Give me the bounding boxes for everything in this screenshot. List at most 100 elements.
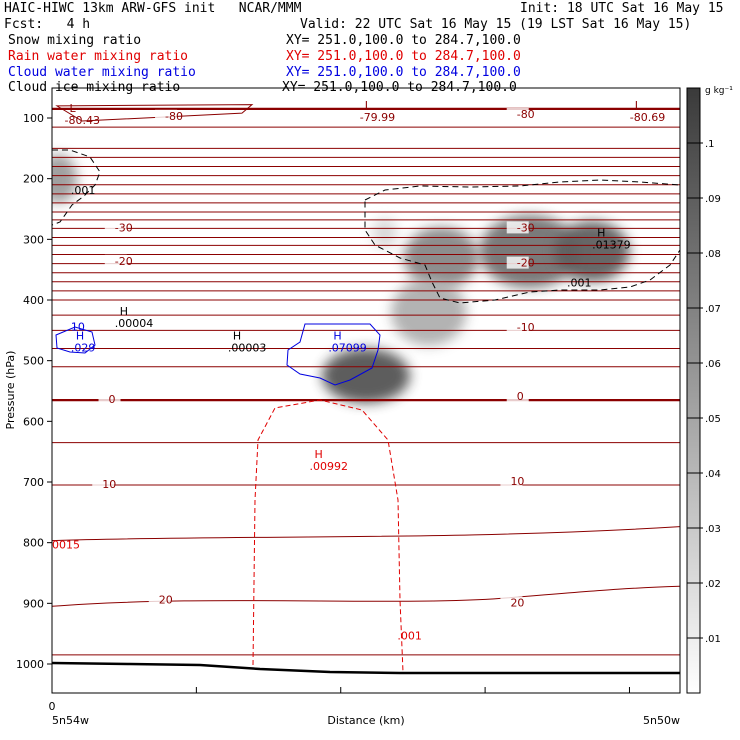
shading-blob	[372, 218, 398, 249]
contour-value-label: .001	[71, 184, 96, 197]
extremum-value: -79.99	[360, 111, 395, 124]
ground-surface	[52, 661, 680, 675]
extremum-value: -80.69	[630, 111, 665, 124]
colorbar-level-label: .01	[705, 634, 721, 645]
colorbar-unit: g kg⁻¹	[705, 86, 733, 96]
y-tick-label: 1000	[16, 658, 44, 671]
isotherm-label-bg	[92, 478, 115, 491]
extremum-marker: H	[76, 329, 84, 342]
isotherm-loop	[55, 104, 254, 122]
field-name-cloudwater: Cloud water mixing ratio	[8, 65, 196, 80]
colorbar-bar	[686, 87, 701, 694]
colorbar: .01 .02 .03 .04 .05 .06 .07 .08 .09 .1	[686, 87, 721, 694]
extremum-marker: L	[70, 102, 77, 115]
colorbar-level-label: .03	[705, 524, 721, 535]
isotherm-label: 10	[102, 478, 116, 491]
cloud-ice-contour	[364, 179, 680, 304]
field-name-rain: Rain water mixing ratio	[8, 49, 189, 64]
mixing-ratio-contours	[52, 149, 680, 675]
contour-value-label: .001	[567, 277, 592, 290]
x-origin-label: 0	[49, 700, 56, 713]
contour-value-label: 10	[71, 320, 85, 333]
isotherm-label: -30	[115, 221, 133, 234]
shading-blob	[403, 227, 480, 288]
y-tick-label: 100	[23, 112, 44, 125]
x-axis-label: Distance (km)	[327, 714, 404, 727]
shading-blob	[479, 215, 580, 288]
y-tick-label: 600	[23, 415, 44, 428]
rain-water-contour	[252, 399, 404, 673]
extremum-value: .07099	[328, 341, 367, 354]
y-tick-label: 900	[23, 597, 44, 610]
header-init: Init: 18 UTC Sat 16 May 15	[520, 1, 724, 16]
y-tick-label: 400	[23, 294, 44, 307]
pressure-axis: 100 200 300 400 500 600 700 800 900 1000	[16, 112, 52, 671]
isotherm-label-bg	[506, 221, 529, 234]
isotherm-label-bg	[98, 393, 121, 406]
isotherm-label: 20	[510, 596, 524, 609]
isotherm-line	[52, 526, 680, 542]
mixing-ratio-shading	[52, 154, 630, 404]
contour-value-label: .001	[397, 630, 422, 643]
y-tick-label: 500	[23, 355, 44, 368]
extremum-marker: L	[365, 99, 372, 112]
isotherm-label-bg	[506, 107, 529, 120]
shading-blob	[391, 278, 467, 346]
isotherm-label-bg	[500, 596, 523, 609]
colorbar-level-label: .04	[705, 469, 721, 480]
extremum-value: -80.43	[65, 114, 100, 127]
colorbar-level-label: .09	[705, 194, 721, 205]
cloud-water-contour	[55, 326, 96, 354]
extremum-marker: H	[233, 329, 241, 342]
colorbar-level-label: .05	[705, 414, 721, 425]
isotherm-label: -30	[517, 221, 535, 234]
field-xy-cloudwater: XY= 251.0,100.0 to 284.7,100.0	[286, 65, 521, 80]
extremum-marker: H	[120, 305, 128, 318]
header-title: HAIC-HIWC 13km ARW-GFS init NCAR/MMM	[4, 1, 302, 16]
extremum-marker: H	[597, 226, 605, 239]
extremum-marker: H	[333, 329, 341, 342]
isotherm-label: -20	[115, 255, 133, 268]
y-tick-label: 300	[23, 233, 44, 246]
y-tick-label: 700	[23, 476, 44, 489]
isotherm-label: -20	[517, 257, 535, 270]
y-tick-label: 800	[23, 537, 44, 550]
isotherm-label: 0	[109, 393, 116, 406]
colorbar-level-label: .08	[705, 249, 721, 260]
cloud-ice-contour	[52, 149, 101, 226]
extremum-marker: H	[314, 448, 322, 461]
colorbar-level-label: .1	[705, 139, 715, 150]
x-end-label: 5n50w	[643, 714, 680, 727]
isotherm-label-bg	[148, 593, 171, 606]
contour-value-label: 0015	[52, 539, 80, 552]
isotherm-label: 10	[510, 475, 524, 488]
colorbar-level-label: .02	[705, 579, 721, 590]
field-name-snow: Snow mixing ratio	[8, 33, 142, 48]
extremum-value: .01379	[592, 238, 631, 251]
extremum-value: .00003	[228, 341, 267, 354]
isotherm-label: 0	[517, 390, 524, 403]
field-xy-snow: XY= 251.0,100.0 to 284.7,100.0	[286, 33, 521, 48]
shading-blob	[322, 348, 410, 404]
cloud-water-contour	[286, 323, 381, 386]
extremum-marker: L	[635, 99, 642, 112]
isotherm-label: -80	[517, 108, 535, 121]
temperature-isotherms	[52, 104, 680, 656]
field-xy-rain: XY= 251.0,100.0 to 284.7,100.0	[286, 49, 521, 64]
y-tick-label: 200	[23, 173, 44, 186]
isotherm-label-bg	[155, 109, 178, 122]
colorbar-level-label: .06	[705, 359, 721, 370]
x-start-label: 5n54w	[52, 714, 89, 727]
header-fcst: Fcst: 4 h	[4, 17, 91, 32]
extremum-value: .029	[71, 341, 96, 354]
isotherm-label-bg	[506, 256, 529, 269]
isotherm-line	[52, 585, 680, 607]
header-valid: Valid: 22 UTC Sat 16 May 15 (19 LST Sat …	[300, 17, 692, 32]
distance-axis	[51, 687, 630, 693]
isotherm-label-bg	[104, 221, 127, 234]
isotherm-label: 20	[159, 593, 173, 606]
colorbar-level-label: .07	[705, 304, 721, 315]
isotherm-label-bg	[500, 475, 523, 487]
